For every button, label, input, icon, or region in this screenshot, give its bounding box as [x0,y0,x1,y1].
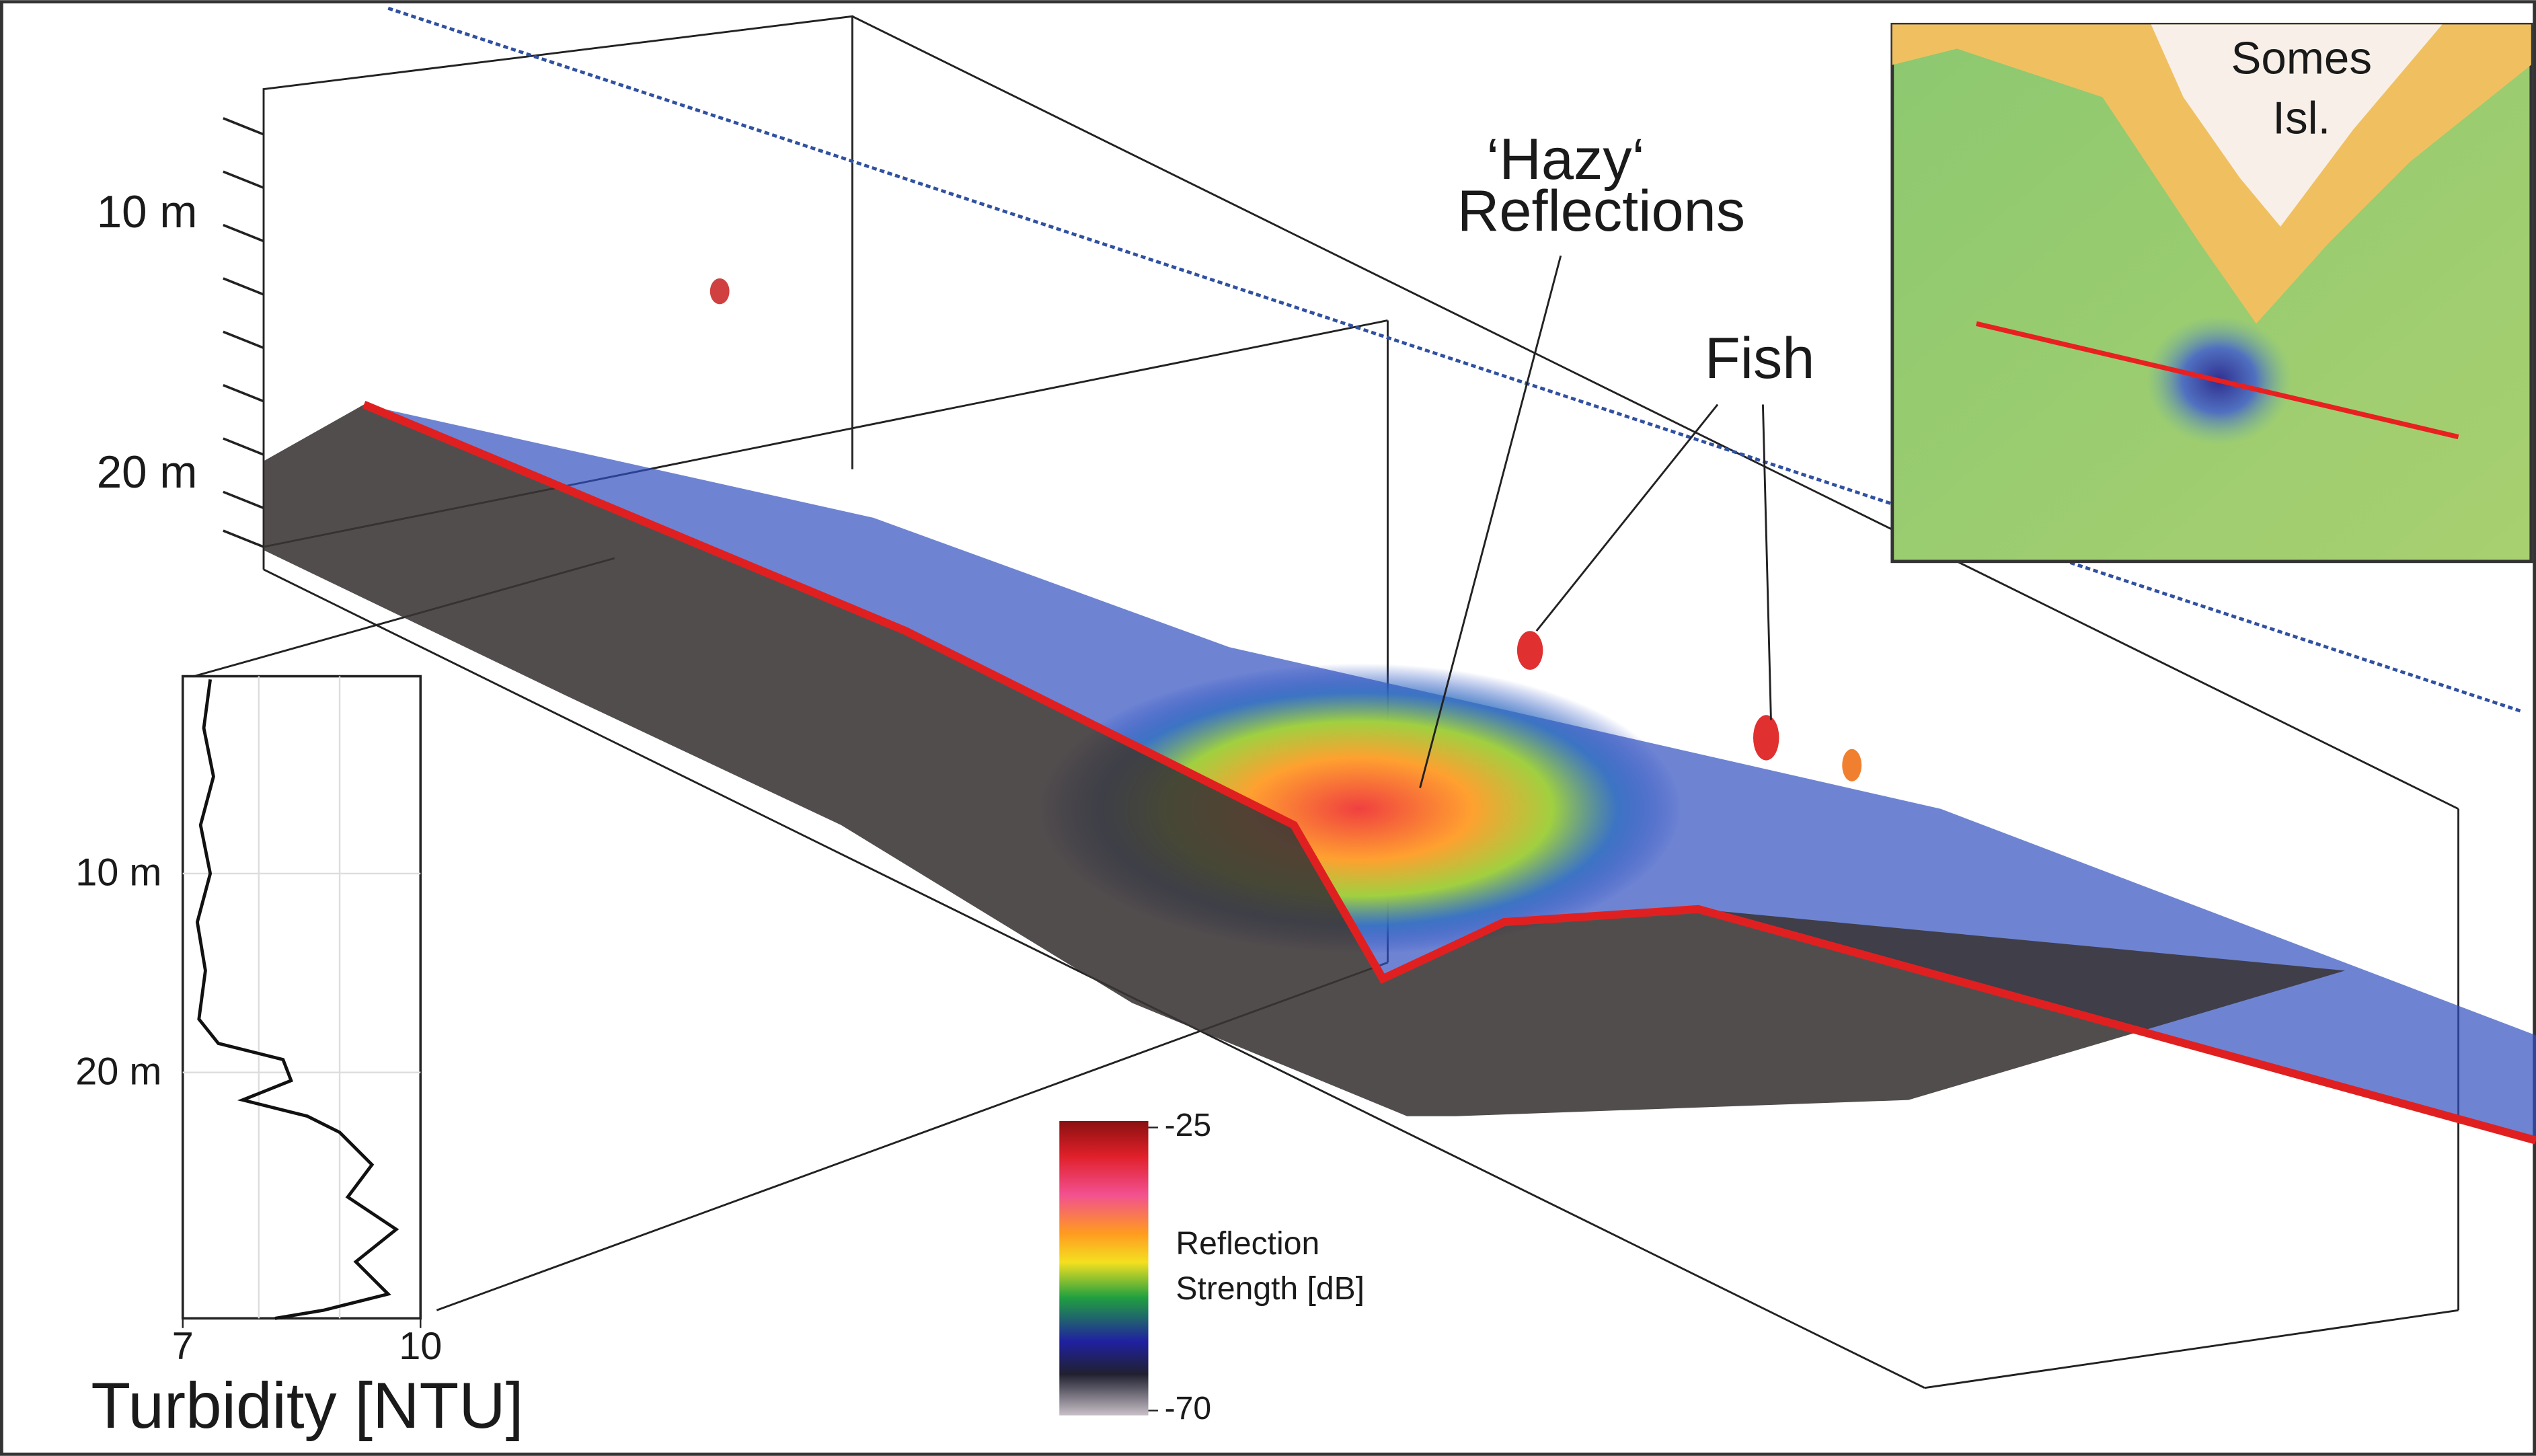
leader [1419,255,1562,788]
depth-label: 10 m [97,187,198,237]
colorbar-label: Strength [dB] [1176,1270,1365,1307]
depth-label: 20 m [97,447,198,498]
annotation: ‘Hazy‘ [1486,127,1645,192]
fish-echoes [709,278,1862,781]
leader [1535,404,1719,632]
colorbar-label: Reflection [1176,1225,1319,1262]
bottom-echo [362,400,2536,1145]
depth-label: 20 m [75,1050,161,1093]
colorbar [1059,1120,1149,1416]
x-tick-label: 7 [172,1325,194,1368]
annotation: Reflections [1457,179,1745,243]
leader [1761,404,1772,720]
annotation: Fish [1705,326,1815,391]
x-tick-label: 10 [399,1325,442,1368]
map-label: Somes [2231,33,2373,83]
turbidity-panel [181,675,422,1320]
colorbar-tick-label: -70 [1165,1390,1212,1426]
depth-ticks [223,117,264,548]
map-label: Isl. [2272,93,2330,143]
surface-echo [387,7,2524,714]
colorbar-tick-label: -25 [1165,1107,1212,1143]
inset-map [1890,22,2533,564]
axis-title: Turbidity [NTU] [91,1370,523,1442]
depth-label: 10 m [75,851,161,894]
